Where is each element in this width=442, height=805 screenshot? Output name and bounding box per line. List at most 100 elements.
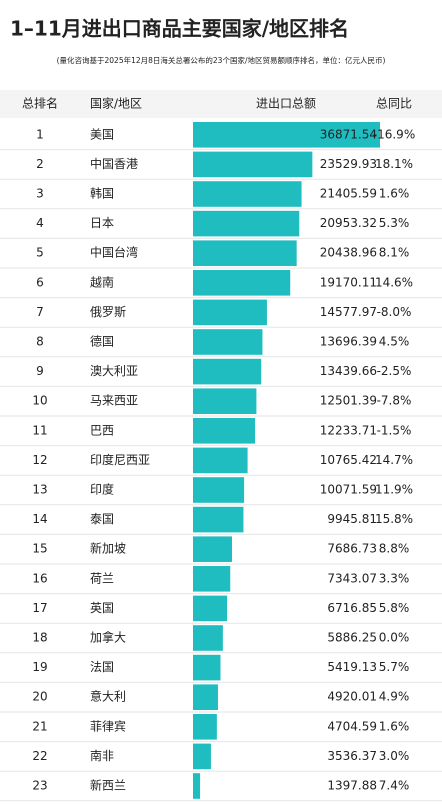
country: 印度: [90, 482, 114, 497]
rank: 6: [36, 275, 44, 289]
country: 新加坡: [90, 541, 126, 556]
rank: 17: [32, 601, 47, 615]
country: 澳大利亚: [90, 364, 138, 378]
total-value: 14577.97: [320, 305, 377, 319]
bar: [193, 566, 231, 592]
total-value: 19170.11: [320, 275, 377, 289]
yoy-change: 14.7%: [375, 453, 413, 467]
column-header: 总同比: [376, 97, 412, 111]
yoy-change: 18.1%: [375, 157, 413, 171]
total-value: 13439.66: [320, 364, 377, 378]
rank: 2: [36, 157, 44, 171]
rank: 15: [32, 542, 47, 556]
country: 中国台湾: [90, 245, 138, 260]
yoy-change: 7.4%: [379, 779, 410, 793]
country: 俄罗斯: [90, 305, 126, 319]
total-value: 9945.81: [327, 512, 377, 526]
country: 加拿大: [90, 630, 126, 645]
country: 中国香港: [90, 156, 138, 171]
total-value: 20438.96: [320, 246, 377, 260]
total-value: 5886.25: [327, 631, 377, 645]
yoy-change: 1.6%: [379, 719, 410, 733]
rank: 10: [32, 394, 47, 408]
bar: [193, 506, 244, 533]
yoy-change: 14.6%: [375, 275, 413, 289]
total-value: 4704.59: [327, 719, 377, 733]
rank: 21: [32, 719, 47, 733]
country: 越南: [90, 274, 114, 289]
total-value: 7686.73: [327, 542, 377, 556]
country: 德国: [90, 334, 114, 349]
bar: [193, 418, 256, 444]
rank: 7: [36, 305, 44, 319]
bar: [193, 388, 257, 414]
yoy-change: 8.1%: [379, 246, 410, 260]
rank: 11: [32, 423, 47, 437]
bar: [193, 536, 232, 562]
bar: [193, 358, 262, 385]
total-value: 4920.01: [327, 690, 377, 704]
bar: [193, 714, 217, 740]
country: 英国: [90, 601, 114, 615]
rank: 16: [32, 571, 47, 585]
title: 1–11月进出口商品主要国家/地区排名: [10, 17, 349, 41]
total-value: 10765.42: [320, 453, 377, 467]
total-value: 13696.39: [320, 335, 377, 349]
rank: 12: [32, 453, 47, 467]
total-value: 1397.88: [327, 779, 377, 793]
total-value: 6716.85: [327, 601, 377, 615]
yoy-change: 3.3%: [379, 571, 410, 585]
total-value: 23529.93: [320, 157, 377, 171]
rank: 1: [36, 127, 44, 141]
rank: 20: [32, 690, 47, 704]
bar: [193, 240, 297, 266]
country: 日本: [90, 216, 114, 230]
country: 荷兰: [90, 571, 114, 585]
country: 南非: [90, 748, 114, 763]
bar: [193, 122, 380, 148]
country: 泰国: [90, 512, 114, 526]
country: 菲律宾: [90, 718, 126, 733]
bar: [193, 299, 267, 326]
total-value: 7343.07: [327, 571, 377, 585]
yoy-change: 5.8%: [379, 601, 410, 615]
header-row: [0, 90, 442, 118]
subtitle: (量化咨询基于2025年12月8日海关总署公布的23个国家/地区贸易额顺序排名，…: [57, 55, 386, 65]
yoy-change: -1.5%: [377, 423, 412, 437]
country: 马来西亚: [90, 394, 138, 408]
country: 印度尼西亚: [90, 452, 150, 467]
bar: [193, 210, 300, 237]
rank: 22: [32, 749, 47, 763]
yoy-change: 11.9%: [375, 483, 413, 497]
total-value: 20953.32: [320, 216, 377, 230]
bar: [193, 625, 223, 651]
rank: 9: [36, 364, 44, 378]
total-value: 12501.39: [320, 394, 377, 408]
column-header: 总排名: [22, 96, 58, 111]
yoy-change: 1.6%: [379, 187, 410, 201]
total-value: 21405.59: [320, 187, 377, 201]
yoy-change: 3.0%: [379, 749, 410, 763]
country: 意大利: [90, 689, 126, 704]
yoy-change: 8.8%: [379, 542, 410, 556]
country: 美国: [90, 127, 114, 141]
total-value: 3536.37: [327, 749, 377, 763]
yoy-change: 0.0%: [379, 631, 410, 645]
bar: [193, 181, 302, 207]
yoy-change: -8.0%: [377, 305, 412, 319]
total-value: 12233.71: [320, 423, 377, 437]
rank: 3: [36, 187, 44, 201]
rank: 5: [36, 246, 44, 260]
yoy-change: -2.5%: [377, 364, 412, 378]
country: 巴西: [90, 423, 114, 437]
bar: [193, 654, 221, 681]
bar: [193, 447, 248, 474]
total-value: 36871.54: [320, 127, 377, 141]
yoy-change: 4.5%: [379, 335, 410, 349]
column-header: 国家/地区: [90, 96, 142, 111]
bar: [193, 595, 228, 622]
bar: [193, 151, 313, 178]
rank: 19: [32, 660, 47, 674]
yoy-change: 4.9%: [379, 690, 410, 704]
